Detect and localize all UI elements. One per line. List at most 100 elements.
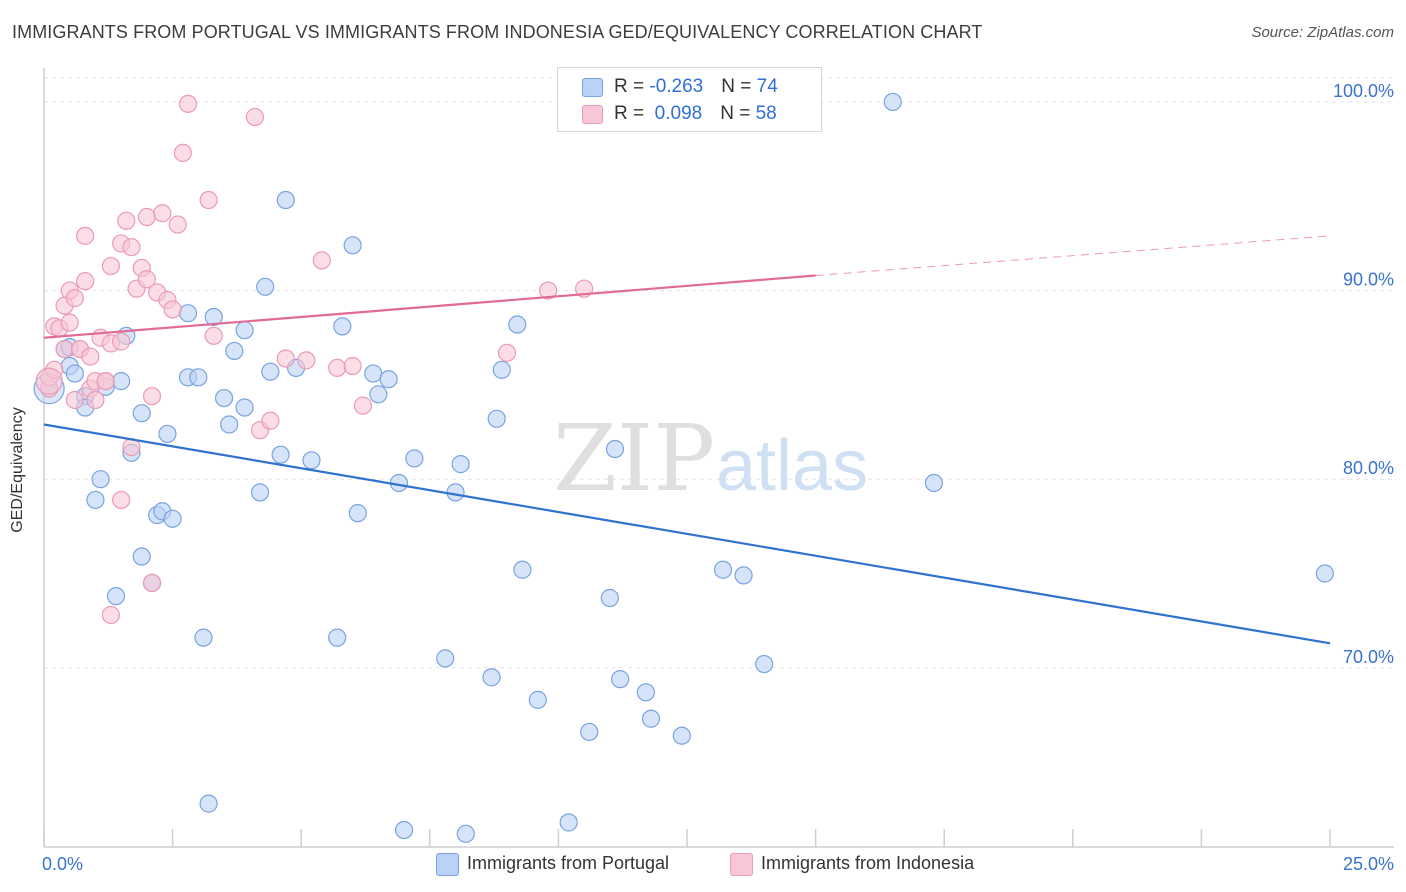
- trend-line-indonesia: [43, 274, 816, 339]
- data-point-portugal: [436, 649, 455, 668]
- tick-labels: 70.0% 80.0% 90.0% 100.0% 0.0% 25.0%: [42, 81, 1394, 874]
- bottom-legend-swatch-indonesia: [730, 853, 753, 876]
- gridlines: [44, 77, 1395, 669]
- data-point-portugal: [158, 424, 177, 444]
- data-point-portugal: [641, 709, 661, 728]
- data-point-portugal: [333, 317, 352, 336]
- data-point-portugal: [235, 321, 254, 340]
- data-point-indonesia: [65, 289, 84, 308]
- data-point-portugal: [256, 277, 275, 296]
- bottom-legend-label-portugal: Immigrants from Portugal: [467, 853, 670, 873]
- data-point-portugal: [189, 368, 208, 387]
- data-point-indonesia: [312, 251, 331, 270]
- data-point-indonesia: [76, 272, 95, 291]
- watermark-atlas: atlas: [716, 426, 868, 506]
- data-point-indonesia: [353, 396, 373, 415]
- data-point-indonesia: [112, 332, 131, 351]
- indonesia-points: [35, 94, 594, 625]
- data-point-indonesia: [122, 238, 141, 257]
- data-point-portugal: [235, 398, 254, 417]
- legend-r-label: R =: [614, 103, 650, 124]
- data-point-portugal: [755, 654, 774, 674]
- data-point-portugal: [112, 372, 131, 391]
- data-point-indonesia: [81, 347, 100, 366]
- data-point-portugal: [261, 362, 280, 381]
- data-point-portugal: [328, 628, 347, 647]
- data-point-portugal: [611, 670, 630, 689]
- legend-n-label: N =: [721, 76, 757, 97]
- data-point-portugal: [713, 560, 733, 579]
- data-point-portugal: [194, 628, 213, 647]
- data-point-portugal: [482, 668, 501, 687]
- data-point-indonesia: [101, 256, 120, 276]
- data-point-portugal: [605, 439, 625, 459]
- data-point-portugal: [204, 307, 223, 327]
- data-point-indonesia: [276, 349, 295, 368]
- data-point-portugal: [132, 404, 151, 423]
- data-point-portugal: [456, 824, 475, 843]
- data-point-indonesia: [137, 270, 156, 289]
- y-tick-label: 90.0%: [1343, 270, 1394, 290]
- data-point-indonesia: [245, 107, 265, 127]
- data-point-portugal: [924, 473, 944, 493]
- data-point-portugal: [487, 409, 506, 428]
- data-point-portugal: [734, 566, 753, 585]
- data-point-portugal: [271, 445, 290, 464]
- x-tick-label: 0.0%: [42, 854, 83, 874]
- legend-r-value: 0.098: [649, 103, 703, 124]
- legend-swatch-indonesia: [582, 105, 603, 124]
- data-point-portugal: [86, 490, 105, 510]
- data-point-indonesia: [86, 390, 105, 410]
- data-point-portugal: [214, 388, 234, 408]
- data-point-portugal: [106, 587, 126, 606]
- data-point-portugal: [302, 451, 321, 470]
- data-point-indonesia: [539, 281, 558, 300]
- data-point-portugal: [364, 364, 383, 383]
- data-point-portugal: [163, 509, 182, 528]
- data-point-indonesia: [142, 573, 162, 593]
- data-point-indonesia: [35, 367, 63, 395]
- data-point-indonesia: [163, 300, 182, 319]
- legend-r-value: -0.263: [649, 76, 704, 97]
- data-point-portugal: [348, 504, 367, 523]
- axes: [43, 68, 1394, 848]
- legend-swatch-portugal: [582, 78, 603, 97]
- data-point-portugal: [559, 813, 578, 832]
- data-point-portugal: [343, 236, 362, 255]
- bottom-legend-swatch-portugal: [436, 853, 459, 876]
- y-tick-label: 70.0%: [1343, 647, 1394, 667]
- data-point-portugal: [405, 449, 424, 468]
- data-point-portugal: [636, 683, 655, 702]
- correlation-legend: R = -0.263 N = 74 R = 0.098 N = 58: [557, 67, 822, 132]
- data-point-indonesia: [328, 358, 347, 378]
- data-point-portugal: [65, 364, 84, 383]
- data-point-indonesia: [173, 143, 192, 162]
- trend-line-indonesia-extension: [815, 235, 1331, 276]
- data-point-indonesia: [65, 390, 84, 410]
- data-point-portugal: [132, 547, 151, 566]
- data-point-portugal: [220, 415, 239, 434]
- watermark-zip: ZIP: [553, 405, 715, 512]
- data-point-indonesia: [178, 94, 198, 113]
- data-point-portugal: [672, 726, 691, 745]
- data-point-portugal: [276, 190, 295, 210]
- data-point-indonesia: [137, 207, 156, 227]
- data-point-portugal: [883, 92, 902, 112]
- data-point-portugal: [600, 588, 619, 608]
- legend-stats-portugal: R = -0.263 N = 74: [614, 76, 778, 98]
- data-point-indonesia: [55, 339, 74, 359]
- chart-title: IMMIGRANTS FROM PORTUGAL VS IMMIGRANTS F…: [12, 22, 983, 42]
- data-point-indonesia: [60, 313, 79, 332]
- data-point-portugal: [508, 315, 527, 334]
- data-point-portugal: [178, 304, 198, 323]
- y-tick-label: 80.0%: [1343, 458, 1394, 478]
- data-point-indonesia: [261, 411, 280, 430]
- trend-lines: [43, 235, 1331, 645]
- data-point-indonesia: [112, 490, 131, 510]
- data-point-indonesia: [142, 387, 162, 406]
- data-point-portugal: [580, 722, 599, 742]
- data-point-indonesia: [199, 190, 218, 210]
- y-tick-label: 100.0%: [1333, 81, 1394, 101]
- data-point-portugal: [528, 690, 547, 709]
